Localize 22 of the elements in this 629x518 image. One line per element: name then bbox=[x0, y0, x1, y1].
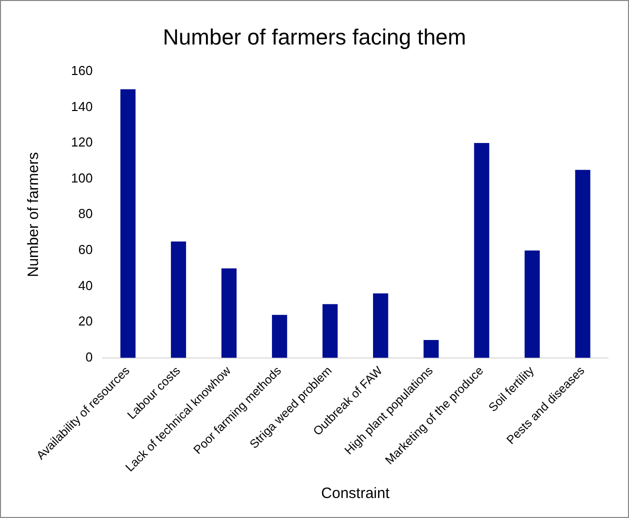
chart-title: Number of farmers facing them bbox=[162, 24, 466, 50]
y-tick-label: 120 bbox=[70, 134, 93, 150]
bar bbox=[373, 293, 388, 358]
bar bbox=[170, 242, 186, 358]
bar bbox=[272, 314, 288, 358]
y-tick-label: 80 bbox=[78, 206, 93, 222]
bar bbox=[575, 170, 590, 358]
bar bbox=[474, 143, 490, 358]
y-tick-label: 160 bbox=[70, 62, 93, 78]
y-tick-label: 0 bbox=[85, 349, 93, 364]
y-tick-label: 60 bbox=[78, 242, 93, 258]
bar bbox=[524, 250, 540, 358]
y-axis-title: Number of farmers bbox=[25, 152, 42, 278]
bar bbox=[322, 304, 338, 358]
y-tick-label: 40 bbox=[78, 278, 93, 293]
bar bbox=[120, 89, 136, 358]
bar bbox=[221, 268, 237, 358]
y-tick-label: 140 bbox=[70, 98, 93, 114]
y-tick-label: 100 bbox=[70, 170, 93, 186]
bar bbox=[424, 340, 439, 358]
y-tick-label: 20 bbox=[78, 314, 93, 329]
x-axis-title: Constraint bbox=[321, 485, 390, 502]
